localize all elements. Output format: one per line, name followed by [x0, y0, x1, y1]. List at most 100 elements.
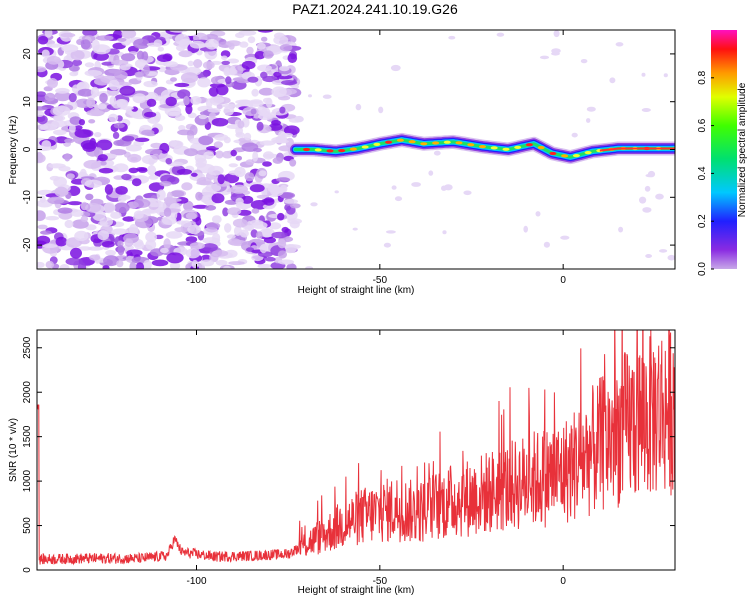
ridge-hotspot	[314, 148, 322, 152]
noise-blob	[322, 94, 332, 99]
noise-blob	[251, 208, 260, 214]
noise-blob	[168, 111, 182, 116]
noise-blob	[143, 80, 158, 88]
noise-blob	[433, 150, 441, 156]
noise-blob	[97, 230, 110, 241]
noise-blob	[269, 222, 282, 230]
noise-blob	[205, 39, 219, 50]
noise-blob	[57, 207, 73, 214]
noise-blob	[134, 71, 145, 78]
noise-blob	[165, 96, 177, 107]
noise-blob	[166, 191, 173, 203]
noise-blob	[223, 106, 235, 116]
noise-blob	[249, 184, 265, 193]
noise-blob	[165, 158, 173, 165]
colorbar-tick-label: 0.2	[697, 214, 708, 228]
noise-blob	[171, 140, 184, 148]
noise-blob	[212, 233, 221, 243]
spectrogram-y-tick-label: 20	[22, 48, 33, 60]
noise-blob	[121, 135, 135, 142]
noise-blob	[128, 167, 139, 174]
noise-blob	[121, 30, 137, 39]
noise-blob	[257, 64, 272, 72]
noise-blob	[55, 87, 70, 94]
noise-blob	[185, 236, 198, 243]
noise-blob	[185, 212, 197, 220]
noise-blob	[260, 71, 268, 79]
noise-blob	[45, 260, 55, 269]
noise-blob	[143, 64, 150, 75]
noise-blob	[247, 76, 259, 83]
noise-blob	[157, 46, 164, 52]
noise-blob	[195, 191, 203, 201]
noise-blob	[277, 238, 287, 249]
noise-blob	[65, 257, 83, 266]
noise-blob	[183, 96, 190, 106]
noise-blob	[174, 115, 186, 121]
noise-blob	[535, 211, 541, 217]
noise-blob	[54, 91, 71, 102]
noise-blob	[37, 152, 44, 163]
noise-blob	[69, 123, 76, 133]
noise-blob	[66, 173, 75, 180]
noise-blob	[229, 65, 236, 76]
noise-blob	[216, 104, 223, 110]
ridge-hotspot	[490, 146, 498, 150]
noise-blob	[112, 131, 120, 139]
ridge-hotspot	[549, 151, 557, 156]
noise-blob	[137, 167, 148, 173]
noise-blob	[258, 170, 267, 177]
snr-x-tick-label: -100	[186, 576, 206, 587]
noise-blob	[268, 123, 283, 131]
noise-blob	[207, 108, 221, 113]
noise-blob	[225, 76, 232, 85]
noise-blob	[272, 157, 283, 164]
noise-blob	[78, 119, 85, 126]
noise-blob	[85, 202, 102, 213]
noise-blob	[305, 266, 313, 269]
noise-blob	[74, 129, 92, 138]
noise-blob	[551, 51, 560, 56]
snr-x-axis-label: Height of straight line (km)	[298, 585, 415, 596]
noise-blob	[46, 43, 63, 48]
colorbar-tick-label: 0.8	[697, 70, 708, 84]
noise-blob	[259, 111, 269, 117]
noise-blob	[187, 224, 202, 235]
noise-blob	[262, 204, 275, 210]
noise-blob	[279, 106, 286, 114]
noise-blob	[246, 46, 254, 55]
noise-blob	[553, 30, 560, 38]
noise-blob	[204, 48, 218, 60]
noise-blob	[134, 241, 145, 250]
noise-blob	[245, 159, 255, 166]
noise-blob	[236, 79, 251, 84]
noise-blob	[37, 35, 49, 45]
ridge-hotspot	[385, 140, 393, 144]
noise-blob	[226, 234, 236, 239]
noise-blob	[206, 222, 221, 230]
noise-blob	[189, 242, 205, 250]
noise-blob	[134, 59, 148, 69]
noise-blob	[209, 96, 225, 104]
noise-blob	[37, 110, 45, 117]
ridge-hotspot	[525, 143, 533, 147]
noise-blob	[135, 262, 145, 269]
ridge-hotspot	[361, 145, 369, 149]
noise-blob	[97, 154, 108, 162]
noise-blob	[239, 229, 249, 238]
noise-blob	[235, 197, 244, 206]
noise-blob	[197, 77, 211, 88]
noise-blob	[116, 260, 124, 268]
noise-blob	[213, 141, 223, 149]
noise-blob	[294, 115, 304, 123]
noise-blob	[100, 161, 107, 166]
ridge-hotspot	[479, 145, 486, 149]
noise-blob	[37, 235, 51, 246]
noise-blob	[159, 181, 172, 187]
noise-blob	[239, 41, 249, 48]
noise-blob	[270, 186, 284, 197]
noise-blob	[170, 190, 185, 197]
snr-panel: -100 -50 0 0 500 1000 1500 2000 2500 Height of s…	[8, 329, 676, 596]
noise-blob	[146, 98, 157, 107]
